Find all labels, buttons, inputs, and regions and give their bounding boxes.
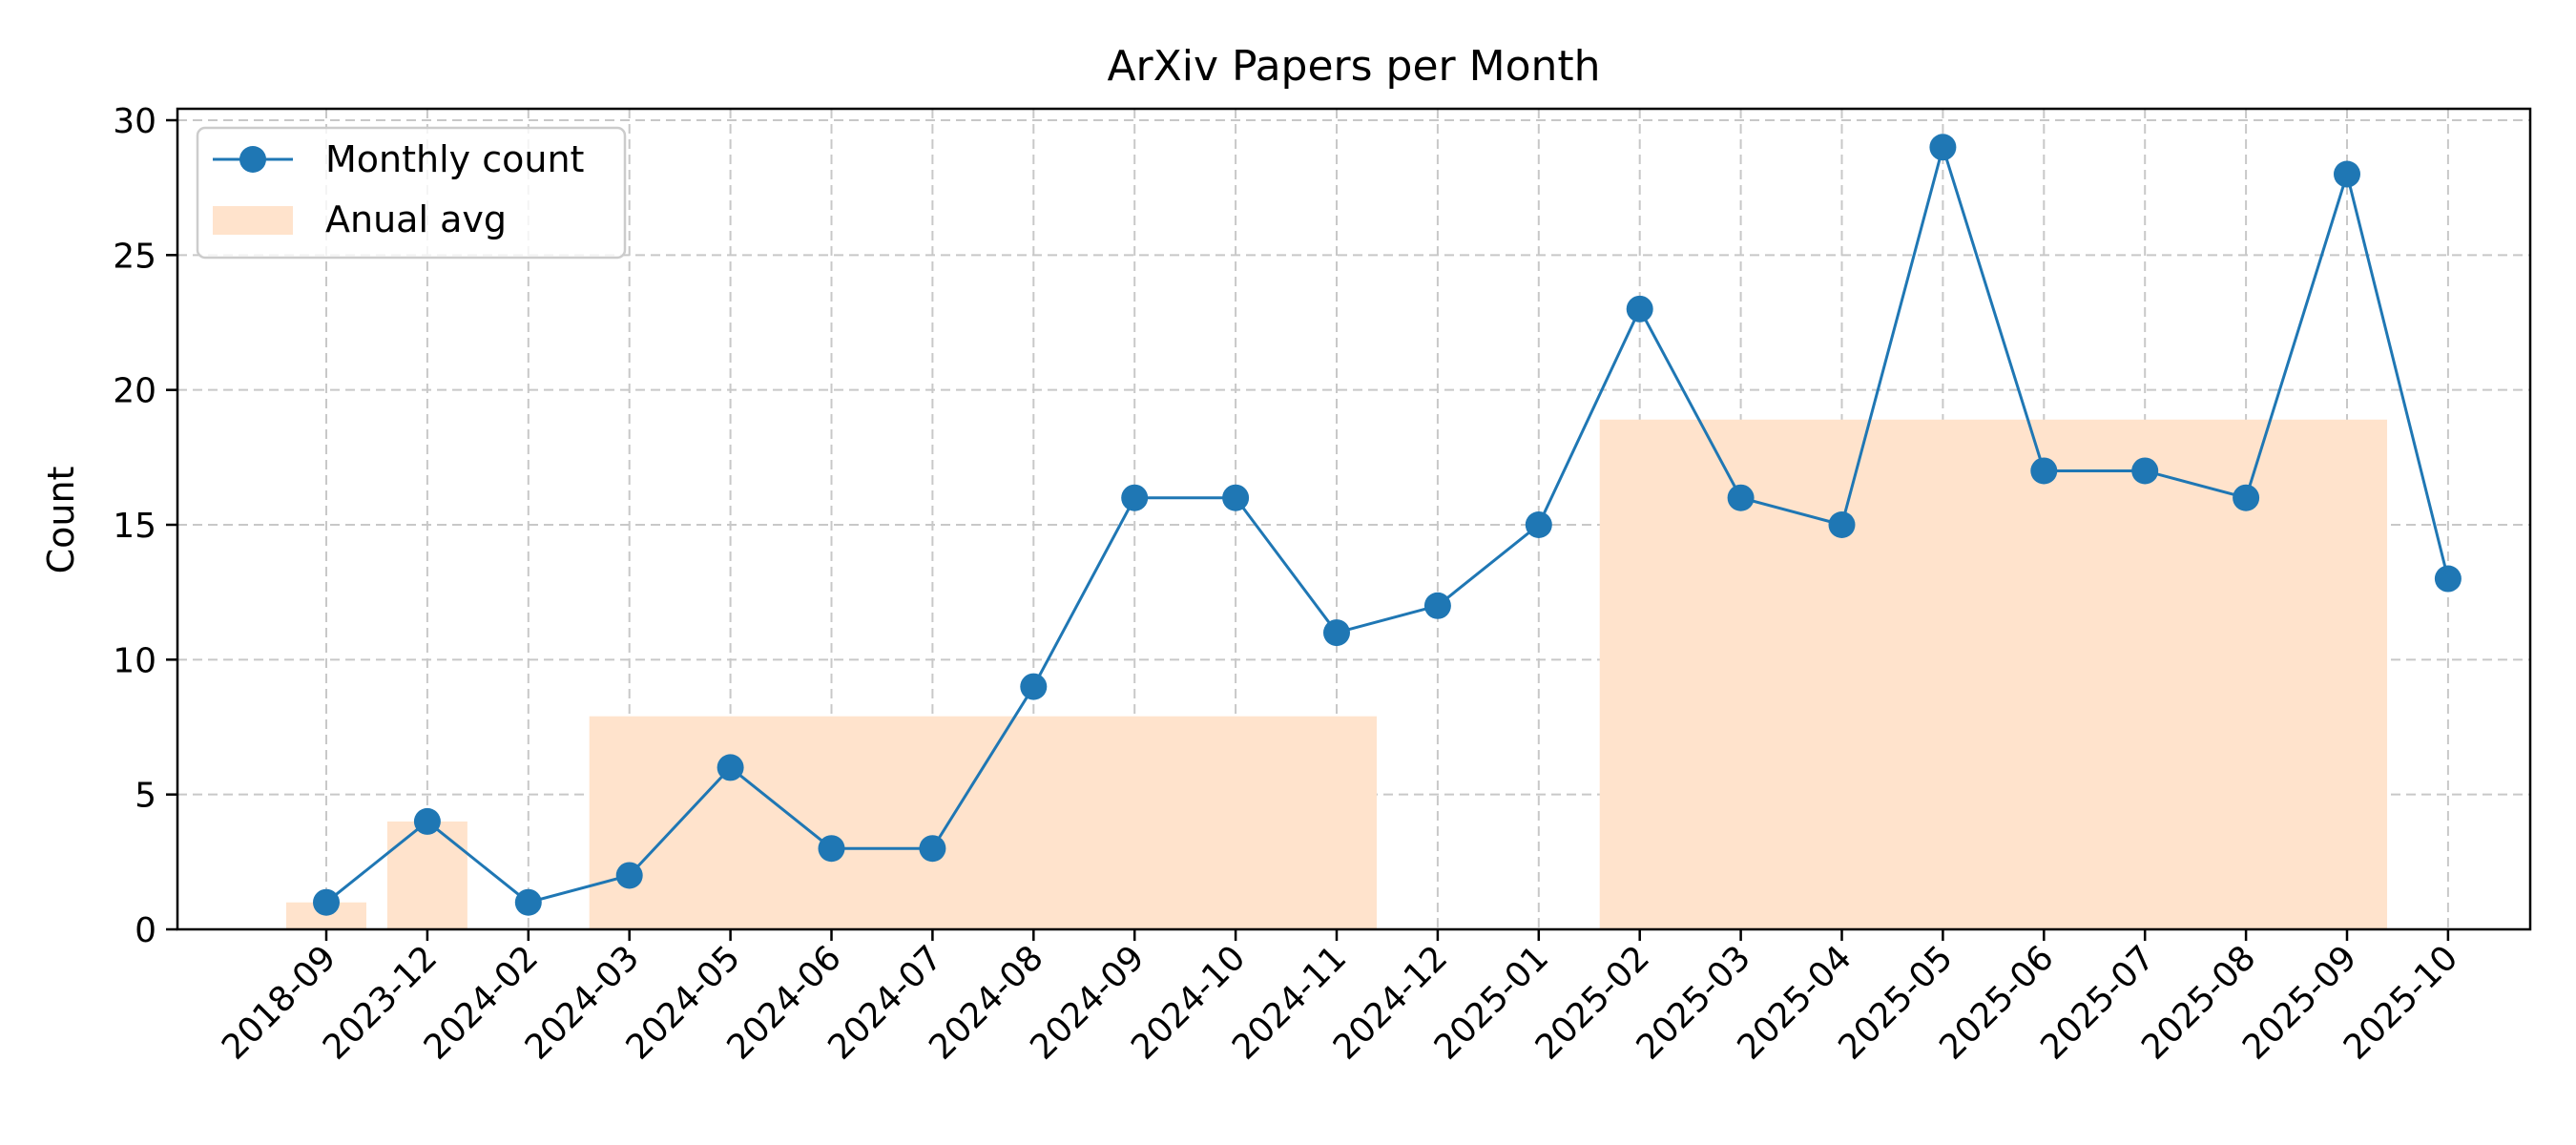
y-tick-label: 30 — [113, 102, 156, 141]
monthly-count-point — [2334, 160, 2360, 188]
monthly-count-point — [1626, 295, 1653, 323]
monthly-count-point — [1020, 673, 1048, 700]
legend-marker-swatch — [239, 146, 266, 173]
annual-average-bar — [589, 716, 1377, 929]
monthly-count-point — [615, 862, 643, 889]
legend-label-monthly-count: Monthly count — [325, 138, 584, 180]
monthly-count-point — [2434, 565, 2462, 593]
monthly-count-point — [717, 754, 744, 781]
monthly-count-point — [1423, 592, 1451, 619]
y-tick-label: 0 — [135, 911, 156, 950]
legend-label-anual-avg: Anual avg — [325, 198, 507, 240]
monthly-count-line — [325, 141, 2450, 905]
monthly-count-point — [313, 888, 340, 916]
monthly-count-point — [818, 835, 845, 863]
monthly-count-point — [1121, 484, 1149, 511]
chart-title: ArXiv Papers per Month — [1107, 42, 1600, 91]
monthly-count-point — [514, 888, 542, 916]
monthly-count-point — [413, 807, 441, 835]
x-axis-ticks: 2018-092023-122024-022024-032024-052024-… — [215, 929, 2465, 1068]
monthly-count-point — [1323, 619, 1350, 647]
plot-frame — [176, 107, 2532, 931]
legend-bar-swatch — [213, 206, 293, 235]
legend-box — [196, 126, 627, 260]
y-tick-label: 20 — [113, 372, 156, 411]
monthly-count-point — [1222, 484, 1250, 511]
monthly-count-point — [1929, 134, 1957, 161]
annual-average-bar — [1599, 419, 2387, 929]
legend: Monthly count Anual avg — [196, 126, 627, 260]
monthly-count-point — [2030, 457, 2058, 485]
annual-average-bar — [386, 821, 467, 929]
monthly-count-series — [313, 134, 2462, 916]
y-tick-label: 15 — [113, 507, 156, 546]
monthly-count-point — [919, 835, 946, 863]
monthly-count-point — [1727, 484, 1755, 511]
y-tick-label: 5 — [135, 777, 156, 816]
monthly-count-point — [2233, 484, 2260, 511]
monthly-count-point — [1828, 511, 1856, 538]
y-tick-label: 25 — [113, 237, 156, 276]
monthly-count-point — [1525, 511, 1552, 538]
y-tick-label: 10 — [113, 641, 156, 680]
y-axis-ticks: 0 5 10 15 20 25 30 — [113, 102, 177, 950]
y-axis-label: Count — [40, 467, 82, 574]
monthly-count-point — [2131, 457, 2159, 485]
